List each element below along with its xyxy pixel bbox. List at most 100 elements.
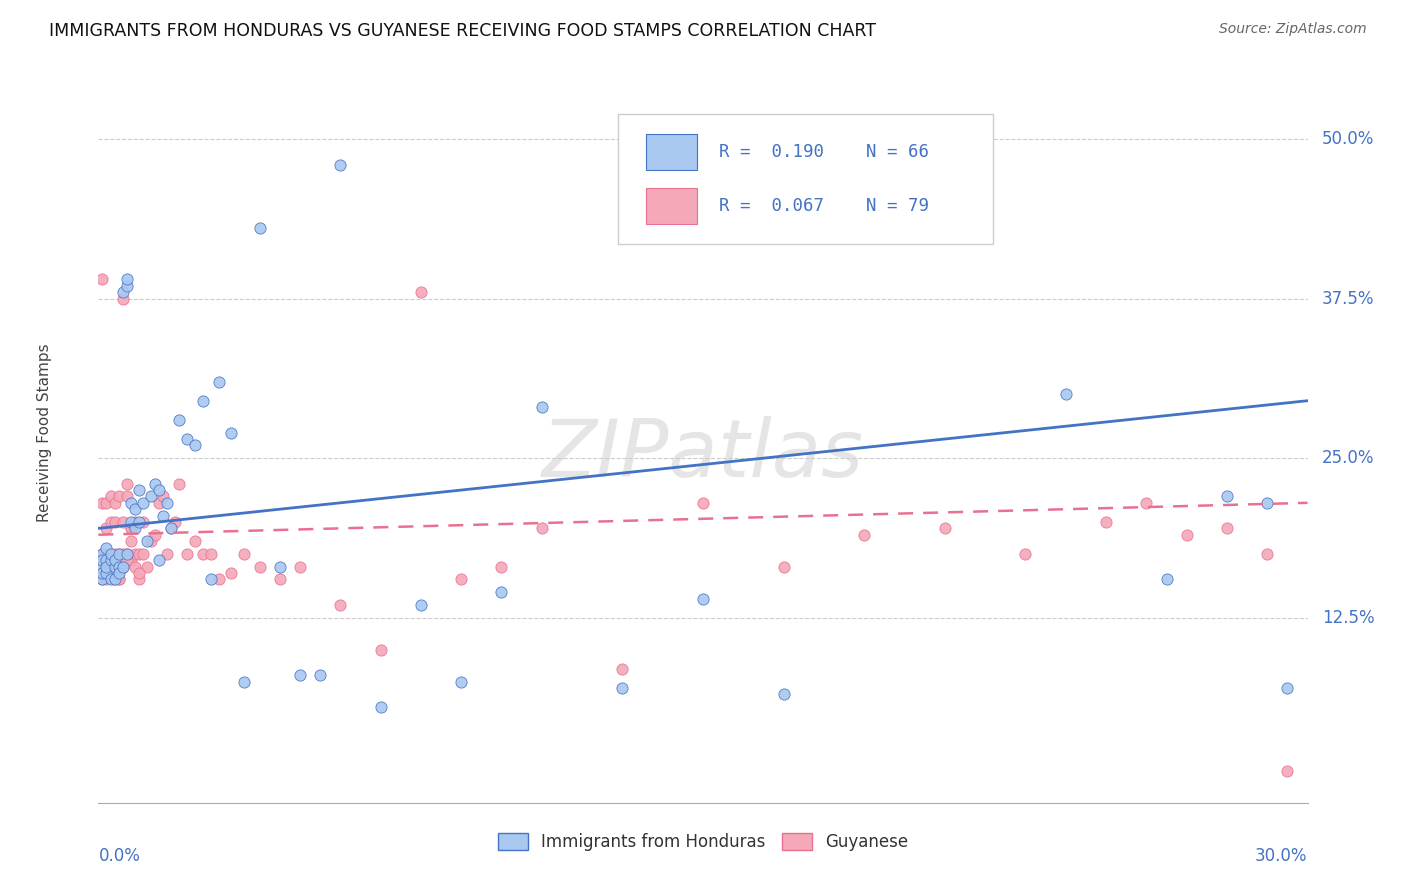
Point	[120, 515, 142, 529]
Point	[115, 476, 138, 491]
Point	[156, 496, 179, 510]
Point	[208, 573, 231, 587]
Point	[1014, 547, 1036, 561]
Point	[135, 534, 157, 549]
Point	[143, 476, 166, 491]
Point	[120, 534, 142, 549]
Point	[200, 547, 222, 561]
Point	[103, 573, 125, 587]
Point	[96, 521, 118, 535]
Point	[1135, 496, 1157, 510]
Point	[208, 375, 231, 389]
Point	[692, 591, 714, 606]
Point	[772, 559, 794, 574]
Point	[1256, 547, 1278, 561]
Point	[120, 496, 142, 510]
Point	[143, 527, 166, 541]
Point	[120, 521, 142, 535]
Point	[184, 534, 207, 549]
Point	[152, 508, 174, 523]
Point	[128, 573, 150, 587]
Point	[974, 177, 997, 191]
Text: 0.0%: 0.0%	[98, 847, 141, 865]
Text: Source: ZipAtlas.com: Source: ZipAtlas.com	[1219, 22, 1367, 37]
Point	[124, 502, 146, 516]
Text: 25.0%: 25.0%	[1322, 450, 1375, 467]
Point	[91, 566, 114, 580]
Point	[100, 547, 122, 561]
Point	[853, 527, 876, 541]
Point	[450, 573, 472, 587]
Point	[232, 674, 254, 689]
Point	[107, 547, 129, 561]
Point	[91, 496, 114, 510]
Point	[221, 425, 243, 440]
Point	[91, 573, 114, 587]
Point	[128, 483, 150, 497]
Point	[91, 566, 114, 580]
Point	[491, 585, 513, 599]
Point	[160, 521, 183, 535]
Point	[91, 553, 114, 567]
Point	[139, 534, 162, 549]
Point	[91, 547, 114, 561]
Point	[96, 559, 118, 574]
Point	[232, 547, 254, 561]
Point	[96, 566, 118, 580]
Point	[107, 559, 129, 574]
Point	[193, 547, 215, 561]
Point	[115, 547, 138, 561]
FancyBboxPatch shape	[647, 188, 697, 224]
Point	[128, 547, 150, 561]
Point	[103, 515, 125, 529]
Point	[288, 559, 311, 574]
Point	[148, 496, 170, 510]
Point	[132, 515, 155, 529]
Point	[1095, 515, 1118, 529]
Text: 30.0%: 30.0%	[1256, 847, 1308, 865]
Point	[530, 521, 553, 535]
Point	[120, 553, 142, 567]
Point	[124, 547, 146, 561]
Point	[96, 553, 118, 567]
Point	[1216, 490, 1239, 504]
Point	[124, 515, 146, 529]
Point	[160, 521, 183, 535]
Point	[111, 515, 134, 529]
Point	[107, 490, 129, 504]
Point	[288, 668, 311, 682]
Point	[1156, 573, 1178, 587]
Point	[128, 515, 150, 529]
Point	[111, 559, 134, 574]
Point	[115, 272, 138, 286]
Point	[124, 521, 146, 535]
Point	[100, 515, 122, 529]
Point	[176, 547, 198, 561]
Point	[91, 272, 114, 286]
Point	[128, 566, 150, 580]
Point	[103, 553, 125, 567]
Point	[249, 221, 271, 235]
Point	[111, 292, 134, 306]
Point	[491, 559, 513, 574]
Text: 50.0%: 50.0%	[1322, 130, 1375, 148]
Text: ZIPatlas: ZIPatlas	[541, 416, 865, 494]
FancyBboxPatch shape	[619, 114, 993, 244]
Point	[163, 515, 186, 529]
Point	[329, 598, 352, 612]
Point	[132, 547, 155, 561]
Point	[249, 559, 271, 574]
Text: Receiving Food Stamps: Receiving Food Stamps	[37, 343, 52, 522]
Point	[200, 573, 222, 587]
Point	[132, 496, 155, 510]
Point	[111, 285, 134, 300]
Point	[103, 559, 125, 574]
Point	[148, 553, 170, 567]
Point	[269, 559, 291, 574]
Point	[409, 598, 432, 612]
Point	[370, 700, 392, 714]
Text: 37.5%: 37.5%	[1322, 290, 1375, 308]
Point	[100, 490, 122, 504]
Point	[107, 573, 129, 587]
Point	[120, 521, 142, 535]
